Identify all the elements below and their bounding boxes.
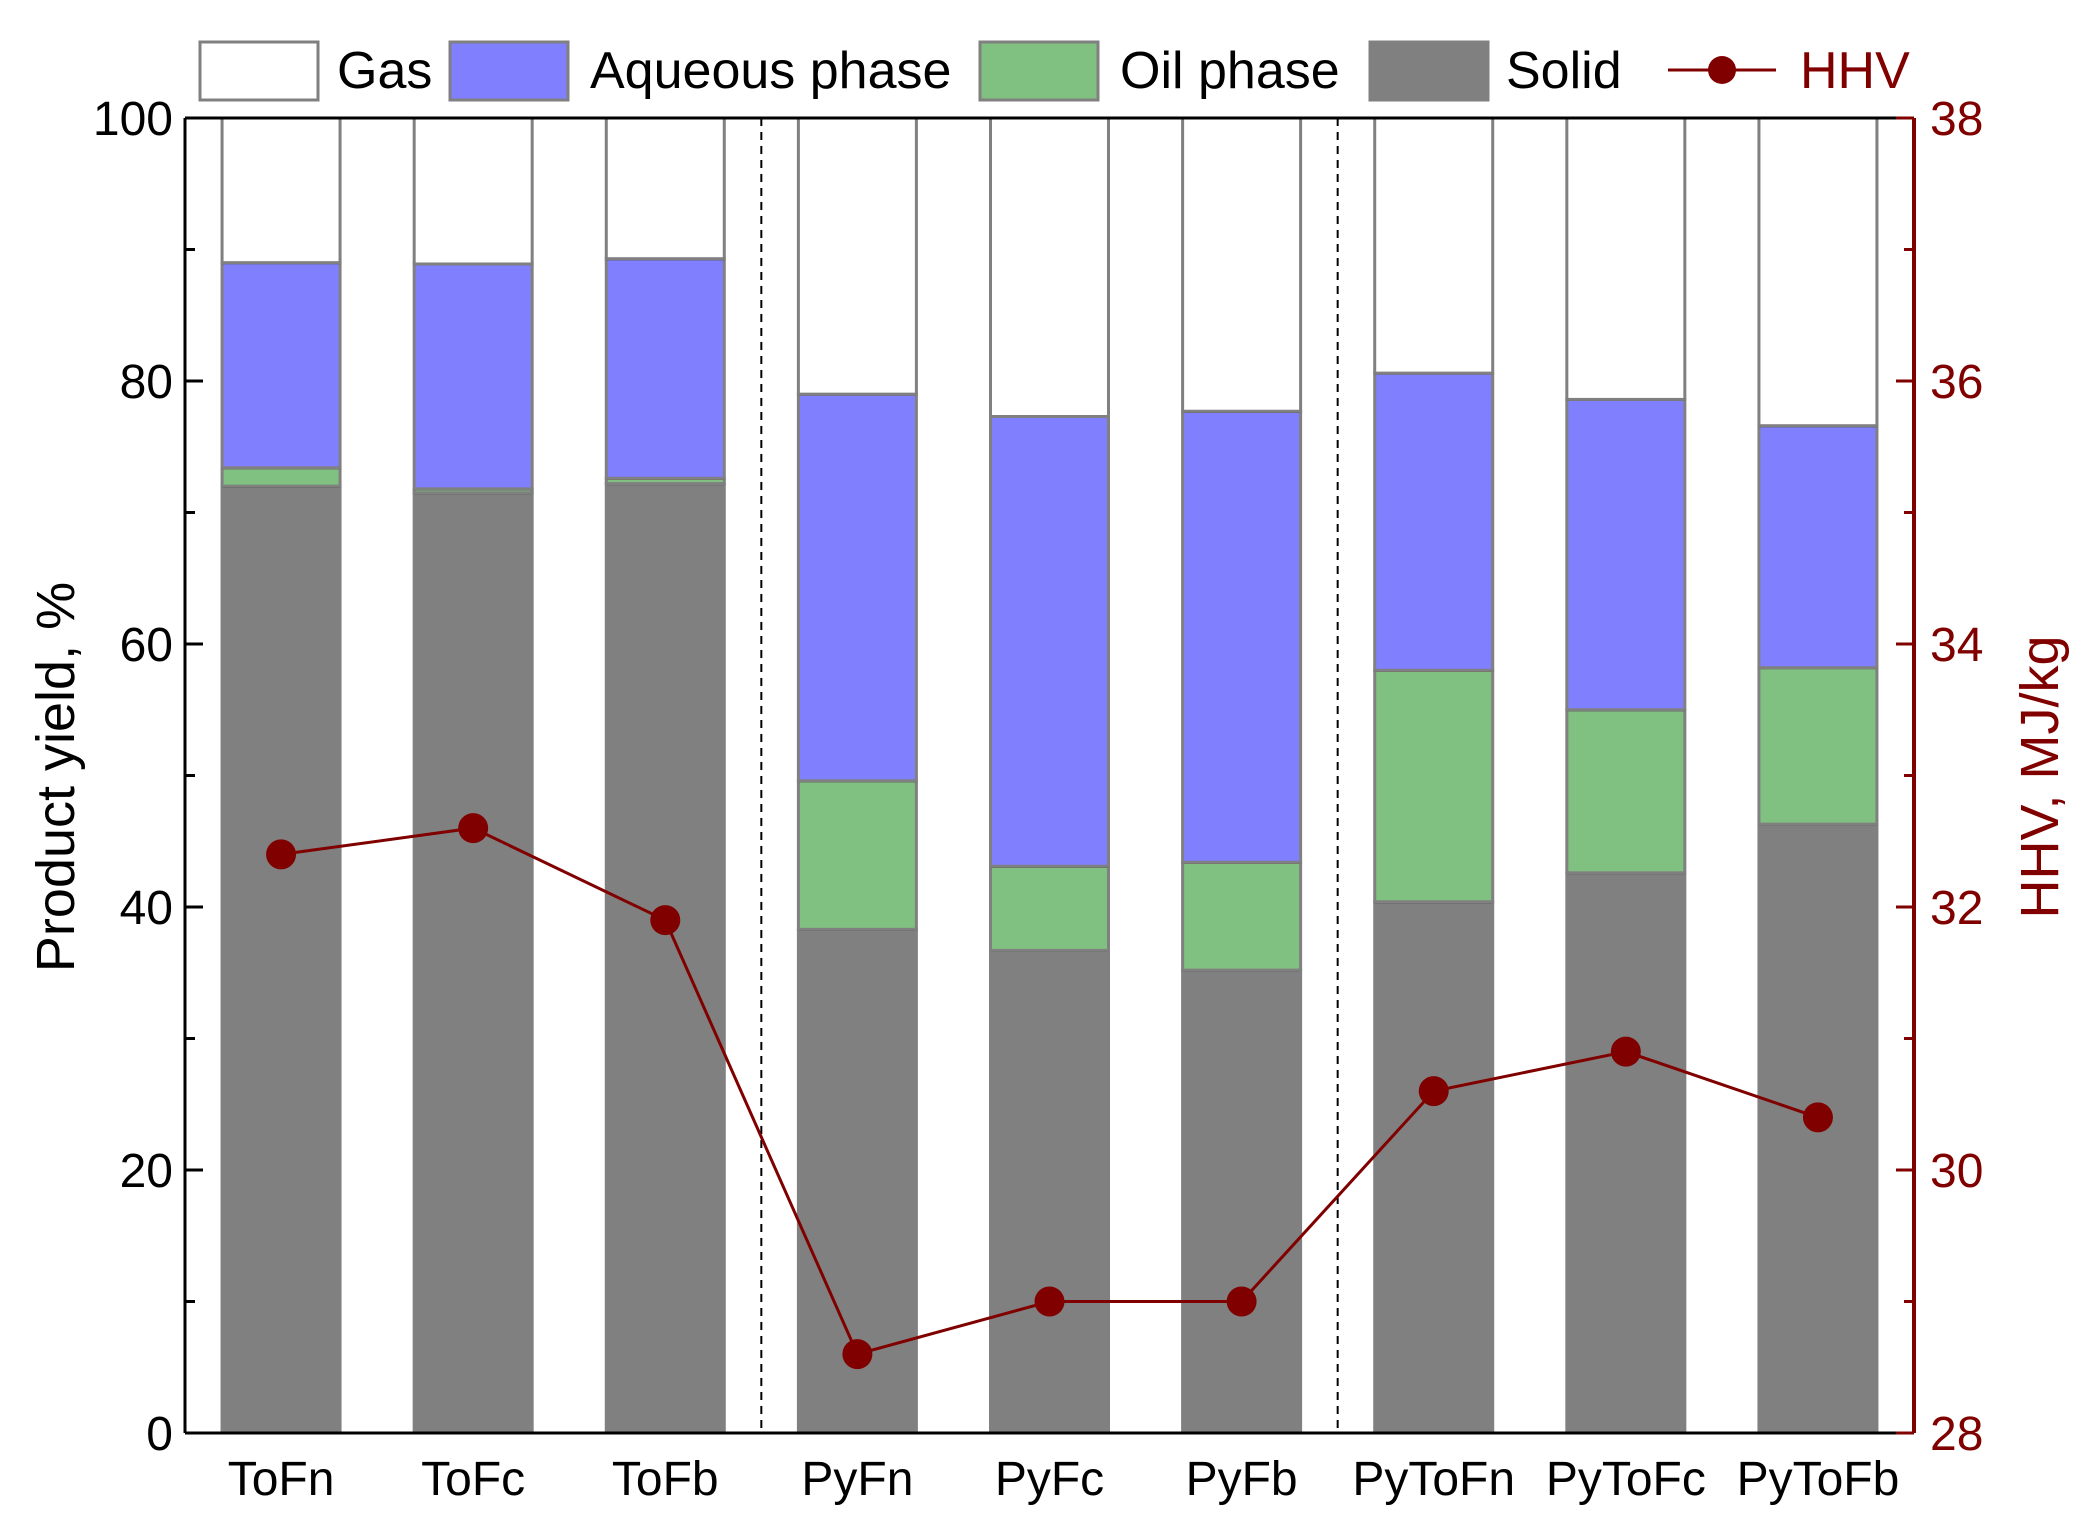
y-tick-label: 20 [120, 1145, 173, 1198]
bar-oil-phase-PyFb [1181, 860, 1303, 972]
bar-oil-phase-ToFn [220, 466, 342, 488]
hhv-line-series [266, 813, 1833, 1370]
legend-swatch-oil-phase [978, 40, 1100, 102]
y-tick-label: 0 [146, 1408, 173, 1461]
bar-gas-ToFn [220, 116, 342, 265]
y-tick-label: 60 [120, 619, 173, 672]
hhv-point-PyToFb [1802, 1102, 1833, 1133]
x-tick-label: ToFb [612, 1453, 719, 1506]
bar-aqueous-phase-ToFc [412, 262, 534, 491]
bar-solid-PyFc [989, 948, 1110, 1435]
bar-oil-phase-PyToFb [1757, 666, 1879, 826]
x-tick-label: PyFn [801, 1453, 913, 1506]
legend: Gas Aqueous phase Oil phase Solid HHV [198, 40, 1910, 102]
bar-oil-phase-PyToFn [1373, 668, 1495, 904]
y-axis-label: Product yield, % [26, 582, 86, 972]
x-tick-label: PyToFc [1546, 1453, 1706, 1506]
hhv-point-ToFb [650, 905, 681, 936]
bar-aqueous-phase-ToFn [220, 261, 342, 470]
bar-aqueous-phase-PyFc [989, 415, 1110, 868]
bar-aqueous-phase-ToFb [604, 257, 726, 480]
hhv-point-PyFb [1226, 1286, 1257, 1317]
y2-tick-label: 38 [1930, 93, 1983, 146]
bar-solid-PyToFc [1565, 871, 1687, 1435]
bar-gas-ToFc [412, 116, 534, 266]
bar-aqueous-phase-PyFn [796, 392, 918, 783]
hhv-point-PyToFc [1610, 1036, 1641, 1067]
axes: 0 20 40 60 80 100 28 30 32 34 36 38 ToFn ToFc ToFb PyFn… [93, 93, 1983, 1506]
hhv-point-ToFc [458, 813, 489, 844]
y2-tick-label: 32 [1930, 882, 1983, 935]
x-tick-label: PyFc [995, 1453, 1104, 1506]
bar-gas-PyToFc [1565, 116, 1687, 401]
legend-swatch-aqueous-phase [448, 40, 570, 102]
legend-swatch-gas [198, 40, 320, 102]
bar-aqueous-phase-PyFb [1181, 409, 1303, 864]
x-tick-label: PyToFn [1352, 1453, 1515, 1506]
legend-swatch-hhv-marker [1708, 56, 1736, 84]
bar-oil-phase-PyFc [989, 864, 1110, 952]
group-separators [760, 118, 1339, 1433]
legend-label-solid: Solid [1506, 42, 1622, 100]
bar-gas-PyToFn [1373, 116, 1495, 375]
bar-aqueous-phase-PyToFb [1757, 424, 1879, 670]
bar-aqueous-phase-PyToFc [1565, 397, 1687, 712]
x-tick-label: ToFn [228, 1453, 335, 1506]
stacked-bars [220, 116, 1879, 1435]
hhv-point-PyFn [842, 1339, 873, 1370]
bar-solid-PyFb [1181, 968, 1303, 1435]
bar-gas-PyFn [796, 116, 918, 396]
legend-label-aqueous-phase: Aqueous phase [590, 42, 951, 100]
y2-tick-label: 30 [1930, 1145, 1983, 1198]
bar-aqueous-phase-PyToFn [1373, 371, 1495, 672]
y2-axis-label: HHV, MJ/kg [2010, 635, 2070, 918]
bar-gas-PyFc [989, 116, 1110, 419]
y-tick-label: 40 [120, 882, 173, 935]
bar-solid-PyToFn [1373, 900, 1495, 1435]
hhv-point-PyToFn [1418, 1076, 1449, 1107]
legend-swatch-solid [1368, 40, 1490, 102]
hhv-point-PyFc [1034, 1286, 1065, 1317]
x-tick-label: PyFb [1186, 1453, 1298, 1506]
bar-oil-phase-PyToFc [1565, 708, 1687, 875]
y-tick-label: 100 [93, 93, 173, 146]
legend-label-gas: Gas [337, 42, 432, 100]
y2-tick-label: 28 [1930, 1408, 1983, 1461]
bar-solid-ToFn [220, 484, 342, 1435]
bar-solid-ToFc [412, 491, 534, 1435]
y2-tick-label: 36 [1930, 356, 1983, 409]
bar-oil-phase-PyFn [796, 779, 918, 931]
y-tick-label: 80 [120, 356, 173, 409]
x-tick-label: PyToFb [1737, 1453, 1900, 1506]
bar-gas-ToFb [604, 116, 726, 261]
x-tick-label: ToFc [421, 1453, 525, 1506]
legend-label-oil-phase: Oil phase [1120, 42, 1340, 100]
bar-gas-PyFb [1181, 116, 1303, 413]
bar-gas-PyToFb [1757, 116, 1879, 428]
hhv-point-ToFn [266, 839, 297, 870]
bar-solid-ToFb [604, 482, 726, 1435]
y2-tick-label: 34 [1930, 619, 1983, 672]
legend-label-hhv: HHV [1800, 42, 1910, 100]
